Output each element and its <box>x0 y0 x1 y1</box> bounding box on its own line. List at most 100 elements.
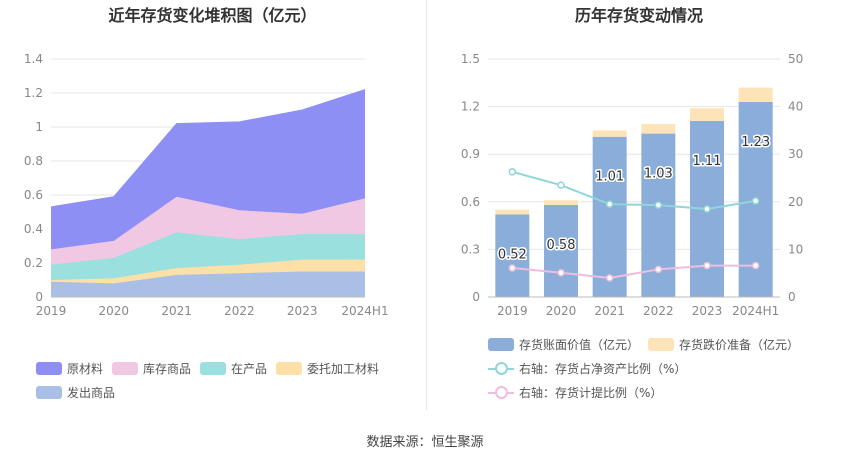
left-y-tick-label: 1.5 <box>461 52 480 66</box>
x-tick-label: 2020 <box>99 304 130 318</box>
bar-impairment-reserve <box>495 209 530 215</box>
legend-label: 存货账面价值（亿元） <box>519 338 640 352</box>
area-raw-material <box>51 89 365 250</box>
legend-label: 发出商品 <box>67 386 116 400</box>
legend-label: 在产品 <box>231 362 268 376</box>
inventory-change-panel: 历年存货变动情况 0 0.3 0.6 0.9 1.2 1.5 0 10 20 30 40 50 2019… <box>428 0 850 410</box>
line-provision-ratio <box>512 264 756 279</box>
x-tick-label: 2021 <box>594 304 625 318</box>
x-tick-label: 2023 <box>692 304 723 318</box>
bar-impairment-reserve <box>738 87 773 102</box>
stacked-area-panel: 近年存货变化堆积图（亿元） 0 0.2 0.4 0.6 0.8 1 1.2 1.4 2019 20… <box>0 0 425 410</box>
x-tick-label: 2023 <box>287 304 318 318</box>
y-tick-label: 1.4 <box>24 52 43 66</box>
point-net-asset-ratio <box>605 200 614 208</box>
right-legend: 存货账面价值（亿元） 存货跌价准备（亿元） 右轴：存货占净资产比例（%） 右轴：… <box>428 0 850 410</box>
x-tick-label: 2020 <box>546 304 577 318</box>
point-net-asset-ratio <box>703 205 711 213</box>
bar-value-label: 0.52 <box>498 247 527 262</box>
bar-book-value <box>495 214 530 297</box>
bar-book-value <box>544 204 578 297</box>
legend-label: 委托加工材料 <box>307 362 380 376</box>
legend-swatch <box>112 362 138 375</box>
point-provision-ratio <box>751 261 760 270</box>
right-y-tick-label: 30 <box>788 147 803 161</box>
legend-shipped[interactable]: 发出商品 <box>36 384 115 401</box>
point-provision-ratio <box>703 261 711 270</box>
y-tick-label: 0.2 <box>24 256 43 270</box>
y-tick-label: 0 <box>35 290 43 304</box>
legend-line-swatch <box>488 362 514 375</box>
area-consigned-material <box>51 259 365 284</box>
right-y-tick-label: 10 <box>788 242 803 256</box>
legend-stock-goods[interactable]: 库存商品 <box>112 360 191 377</box>
point-provision-ratio <box>508 264 517 272</box>
bar-impairment-reserve <box>641 124 676 134</box>
right-chart-title: 历年存货变动情况 <box>574 6 703 25</box>
legend-label: 原材料 <box>67 362 104 376</box>
y-tick-label: 1 <box>35 120 43 134</box>
left-chart-title: 近年存货变化堆积图（亿元） <box>108 6 317 25</box>
right-y-tick-label: 0 <box>788 290 796 304</box>
legend-consigned[interactable]: 委托加工材料 <box>276 360 379 377</box>
bar-value-label: 1.01 <box>595 170 624 185</box>
left-y-tick-label: 0 <box>472 290 480 304</box>
point-provision-ratio <box>605 274 614 282</box>
panel-divider <box>426 0 427 410</box>
legend-label: 存货跌价准备（亿元） <box>679 338 800 352</box>
legend-line-swatch <box>488 386 514 399</box>
bar-value-label: 1.11 <box>693 154 722 169</box>
area-raw-material-edge <box>50 89 366 208</box>
point-net-asset-ratio <box>654 201 663 209</box>
right-y-tick-label: 40 <box>788 100 803 114</box>
stacked-area-chart: 0 0.2 0.4 0.6 0.8 1 1.2 1.4 2019 2020 2021 2022 2023… <box>24 52 389 318</box>
legend-swatch <box>488 338 514 351</box>
x-tick-label: 2024H1 <box>341 304 388 318</box>
legend-net-asset-ratio[interactable]: 右轴：存货占净资产比例（%） <box>488 360 686 377</box>
bar-value-label: 1.03 <box>644 167 673 182</box>
x-tick-label: 2019 <box>36 304 67 318</box>
legend-wip[interactable]: 在产品 <box>200 360 267 377</box>
data-source: 数据来源：恒生聚源 <box>366 435 484 450</box>
legend-label: 库存商品 <box>143 362 192 376</box>
point-net-asset-ratio <box>508 168 517 176</box>
x-tick-label: 2021 <box>161 304 192 318</box>
right-y-tick-label: 20 <box>788 195 803 209</box>
bar-value-label: 0.58 <box>547 238 576 253</box>
point-provision-ratio <box>654 265 663 274</box>
bar-impairment-reserve <box>592 130 627 137</box>
legend-swatch <box>276 362 302 375</box>
legend-impairment-reserve[interactable]: 存货跌价准备（亿元） <box>648 336 799 353</box>
legend-book-value[interactable]: 存货账面价值（亿元） <box>488 336 639 353</box>
x-tick-label: 2024H1 <box>732 304 779 318</box>
x-tick-label: 2019 <box>497 304 528 318</box>
legend-swatch <box>200 362 226 375</box>
x-tick-label: 2022 <box>224 304 255 318</box>
y-tick-label: 0.8 <box>24 154 43 168</box>
legend-provision-ratio[interactable]: 右轴：存货计提比例（%） <box>488 384 662 401</box>
y-tick-label: 0.6 <box>24 188 43 202</box>
y-tick-label: 0.4 <box>24 222 43 236</box>
legend-swatch <box>648 338 674 351</box>
point-provision-ratio <box>557 268 565 277</box>
bar-impairment-reserve <box>690 108 724 121</box>
left-legend: 原材料 库存商品 在产品 委托加工材料 发出商品 <box>0 0 425 410</box>
point-net-asset-ratio <box>557 181 565 189</box>
x-tick-label: 2022 <box>643 304 674 318</box>
legend-swatch <box>36 386 62 399</box>
bar-value-label: 1.23 <box>741 135 770 150</box>
area-shipped-goods <box>51 271 365 297</box>
left-y-tick-label: 0.3 <box>461 242 480 256</box>
bar-line-chart: 0 0.3 0.6 0.9 1.2 1.5 0 10 20 30 40 50 2019 2020 2021 2… <box>461 52 803 318</box>
bar-book-value <box>592 136 627 297</box>
point-net-asset-ratio <box>751 197 760 205</box>
legend-label: 右轴：存货占净资产比例（%） <box>519 362 687 376</box>
left-y-tick-label: 1.2 <box>461 100 480 114</box>
area-stock-goods <box>51 196 365 265</box>
left-y-tick-label: 0.9 <box>461 147 480 161</box>
right-y-tick-label: 50 <box>788 52 803 66</box>
y-tick-label: 1.2 <box>24 86 43 100</box>
legend-raw-material[interactable]: 原材料 <box>36 360 103 377</box>
area-wip <box>51 232 365 280</box>
bar-impairment-reserve <box>544 200 578 205</box>
